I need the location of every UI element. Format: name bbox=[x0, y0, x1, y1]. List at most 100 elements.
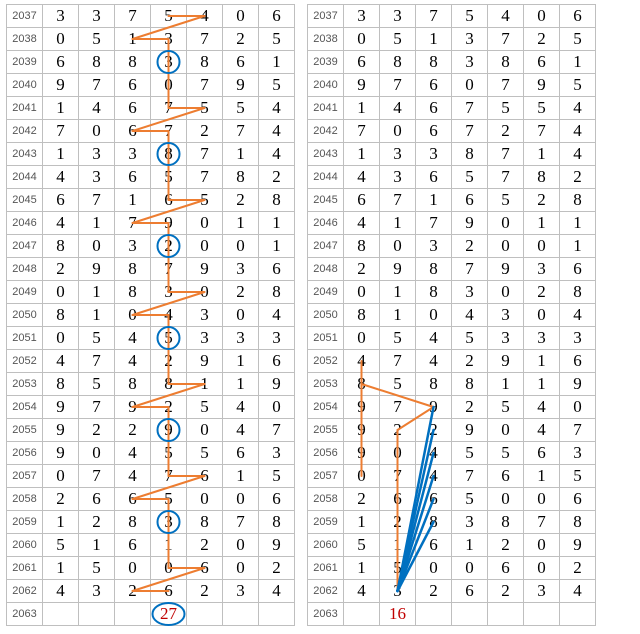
data-cell: 9 bbox=[43, 74, 79, 97]
row-label: 2038 bbox=[7, 28, 43, 51]
data-cell: 0 bbox=[524, 488, 560, 511]
data-cell: 5 bbox=[187, 396, 223, 419]
data-cell: 2 bbox=[187, 120, 223, 143]
row-label: 2052 bbox=[7, 350, 43, 373]
data-cell: 9 bbox=[344, 74, 380, 97]
data-cell: 5 bbox=[380, 557, 416, 580]
data-cell: 2 bbox=[79, 511, 115, 534]
data-cell: 1 bbox=[259, 212, 295, 235]
data-cell: 7 bbox=[187, 74, 223, 97]
data-cell: 4 bbox=[115, 350, 151, 373]
data-cell: 8 bbox=[560, 511, 596, 534]
data-cell: 8 bbox=[452, 143, 488, 166]
data-cell: 5 bbox=[151, 442, 187, 465]
row-label: 2056 bbox=[7, 442, 43, 465]
data-cell: 6 bbox=[524, 442, 560, 465]
row-label: 2053 bbox=[7, 373, 43, 396]
data-cell: 2 bbox=[488, 580, 524, 603]
data-cell: 3 bbox=[223, 258, 259, 281]
data-cell: 7 bbox=[452, 258, 488, 281]
data-cell: 2 bbox=[416, 419, 452, 442]
data-cell: 6 bbox=[560, 488, 596, 511]
data-cell: 7 bbox=[488, 28, 524, 51]
data-cell: 7 bbox=[488, 74, 524, 97]
row-label: 2048 bbox=[308, 258, 344, 281]
row-label: 2051 bbox=[308, 327, 344, 350]
data-cell: 9 bbox=[151, 212, 187, 235]
data-cell: 4 bbox=[560, 120, 596, 143]
data-cell: 7 bbox=[115, 5, 151, 28]
row-label: 2039 bbox=[7, 51, 43, 74]
row-label: 2045 bbox=[7, 189, 43, 212]
data-cell: 2 bbox=[452, 396, 488, 419]
data-cell: 5 bbox=[187, 189, 223, 212]
data-cell: 5 bbox=[344, 534, 380, 557]
data-cell: 1 bbox=[259, 235, 295, 258]
data-cell: 2 bbox=[79, 419, 115, 442]
data-cell: 6 bbox=[187, 465, 223, 488]
data-cell: 0 bbox=[452, 557, 488, 580]
data-cell: 7 bbox=[380, 189, 416, 212]
data-cell: 6 bbox=[416, 97, 452, 120]
data-cell: 1 bbox=[524, 373, 560, 396]
data-cell: 8 bbox=[259, 189, 295, 212]
data-cell: 5 bbox=[79, 28, 115, 51]
data-cell: 8 bbox=[223, 166, 259, 189]
data-cell: 0 bbox=[380, 442, 416, 465]
data-cell: 0 bbox=[115, 304, 151, 327]
data-cell: 6 bbox=[344, 189, 380, 212]
data-cell: 9 bbox=[344, 419, 380, 442]
data-cell: 1 bbox=[151, 534, 187, 557]
row-label: 2038 bbox=[308, 28, 344, 51]
data-cell: 8 bbox=[524, 166, 560, 189]
data-cell: 3 bbox=[187, 304, 223, 327]
data-cell: 0 bbox=[223, 557, 259, 580]
data-cell: 0 bbox=[524, 235, 560, 258]
data-cell: 3 bbox=[79, 143, 115, 166]
data-cell: 0 bbox=[524, 557, 560, 580]
data-cell: 8 bbox=[115, 281, 151, 304]
data-cell: 2 bbox=[115, 580, 151, 603]
data-cell: 0 bbox=[488, 212, 524, 235]
data-cell: 9 bbox=[79, 258, 115, 281]
data-cell: 1 bbox=[524, 212, 560, 235]
row-label: 2059 bbox=[7, 511, 43, 534]
data-cell: 0 bbox=[187, 212, 223, 235]
data-cell: 9 bbox=[452, 419, 488, 442]
final-cell bbox=[259, 603, 295, 626]
data-cell: 9 bbox=[344, 396, 380, 419]
data-cell: 0 bbox=[223, 534, 259, 557]
data-cell: 9 bbox=[524, 74, 560, 97]
row-label: 2059 bbox=[308, 511, 344, 534]
data-cell: 2 bbox=[380, 511, 416, 534]
data-cell: 2 bbox=[223, 281, 259, 304]
data-cell: 2 bbox=[560, 557, 596, 580]
data-cell: 7 bbox=[79, 465, 115, 488]
data-cell: 8 bbox=[115, 51, 151, 74]
data-cell: 8 bbox=[416, 511, 452, 534]
data-cell: 0 bbox=[344, 465, 380, 488]
data-cell: 3 bbox=[452, 28, 488, 51]
data-cell: 2 bbox=[380, 419, 416, 442]
data-cell: 3 bbox=[79, 580, 115, 603]
data-cell: 3 bbox=[79, 166, 115, 189]
data-cell: 5 bbox=[452, 442, 488, 465]
data-cell: 3 bbox=[416, 235, 452, 258]
data-cell: 5 bbox=[151, 166, 187, 189]
data-cell: 1 bbox=[416, 28, 452, 51]
final-cell bbox=[560, 603, 596, 626]
row-label: 2046 bbox=[7, 212, 43, 235]
data-cell: 6 bbox=[115, 166, 151, 189]
data-cell: 6 bbox=[151, 580, 187, 603]
data-cell: 4 bbox=[344, 212, 380, 235]
data-cell: 7 bbox=[524, 511, 560, 534]
data-cell: 3 bbox=[524, 580, 560, 603]
data-cell: 0 bbox=[380, 120, 416, 143]
data-cell: 5 bbox=[488, 442, 524, 465]
data-cell: 4 bbox=[344, 166, 380, 189]
data-cell: 2 bbox=[560, 166, 596, 189]
data-cell: 9 bbox=[560, 534, 596, 557]
data-cell: 0 bbox=[223, 304, 259, 327]
data-cell: 5 bbox=[560, 28, 596, 51]
right-table-wrap: 2037337540620380513725203968838612040976… bbox=[307, 4, 596, 626]
